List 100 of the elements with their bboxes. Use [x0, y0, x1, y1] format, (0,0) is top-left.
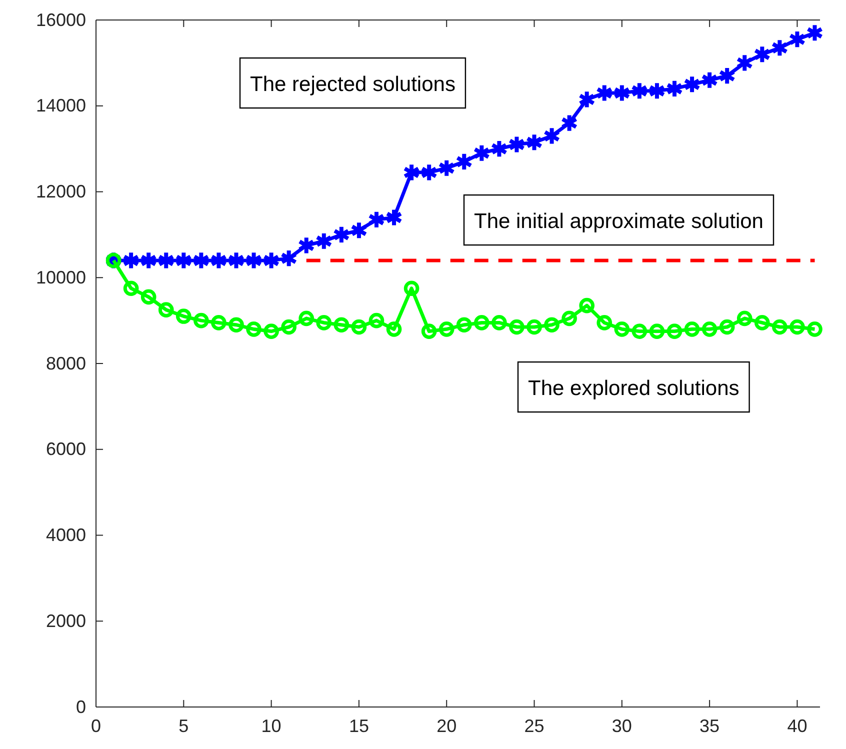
y-tick-label: 6000 — [46, 439, 86, 460]
annotation: The rejected solutions — [250, 73, 456, 96]
point — [490, 139, 508, 159]
point — [122, 250, 140, 270]
point — [596, 83, 614, 103]
point — [140, 289, 156, 305]
point — [613, 83, 631, 103]
point — [176, 308, 192, 324]
x-tick-label: 10 — [261, 716, 282, 736]
point — [210, 250, 228, 270]
point — [246, 321, 262, 337]
point — [770, 38, 788, 58]
point — [211, 315, 226, 330]
point — [807, 321, 822, 337]
y-tick-label: 12000 — [36, 182, 86, 202]
point — [228, 250, 245, 270]
point — [579, 298, 595, 314]
point — [264, 324, 279, 339]
point — [456, 317, 472, 333]
point — [788, 30, 806, 50]
point — [508, 134, 526, 154]
y-tick-label: 10000 — [36, 267, 86, 288]
point — [385, 208, 403, 228]
point — [578, 90, 596, 110]
y-tick-label: 2000 — [46, 610, 86, 631]
point — [596, 315, 612, 330]
point — [281, 319, 296, 335]
x-tick-label: 25 — [524, 716, 544, 736]
point — [194, 312, 209, 328]
point — [298, 310, 314, 326]
point — [614, 321, 630, 337]
point — [420, 162, 438, 182]
x-tick-label: 0 — [90, 716, 102, 736]
point — [438, 158, 456, 178]
point — [719, 319, 735, 335]
x-tick-label: 20 — [436, 716, 457, 736]
point — [806, 23, 824, 43]
x-tick-label: 35 — [700, 716, 720, 736]
point — [140, 250, 158, 270]
point — [562, 310, 577, 326]
point — [472, 143, 490, 163]
point — [402, 162, 420, 182]
point — [404, 280, 420, 296]
point — [192, 250, 210, 270]
point — [438, 321, 454, 337]
point — [421, 324, 437, 339]
point — [368, 210, 386, 230]
y-tick-label: 0 — [76, 696, 86, 717]
point — [544, 317, 560, 333]
point — [700, 70, 718, 90]
point — [509, 319, 524, 335]
point — [526, 132, 543, 152]
point — [683, 74, 701, 94]
point — [702, 321, 718, 337]
point — [753, 44, 771, 64]
point — [316, 315, 332, 330]
x-tick-label: 40 — [787, 716, 808, 736]
point — [492, 315, 507, 330]
point — [334, 317, 350, 333]
x-tick-label: 30 — [612, 716, 632, 736]
annotation: The explored solutions — [528, 377, 740, 400]
point — [123, 280, 139, 296]
point — [736, 53, 754, 73]
annotation: The initial approximate solution — [474, 210, 764, 233]
point — [368, 312, 384, 328]
point — [790, 319, 805, 335]
point — [158, 302, 174, 318]
point — [630, 81, 648, 101]
point — [754, 315, 770, 330]
point — [280, 248, 298, 268]
point — [474, 315, 490, 330]
point — [332, 224, 350, 244]
point — [718, 66, 736, 86]
y-tick-label: 8000 — [46, 353, 86, 374]
point — [632, 324, 648, 339]
point — [315, 231, 333, 251]
x-tick-label: 5 — [178, 716, 189, 736]
point — [262, 250, 280, 270]
y-tick-label: 14000 — [36, 96, 86, 116]
point — [351, 319, 367, 335]
point — [228, 317, 244, 333]
y-tick-label: 4000 — [46, 525, 86, 546]
point — [648, 81, 666, 101]
point — [543, 126, 561, 146]
point — [526, 319, 542, 335]
x-tick-label: 15 — [348, 716, 369, 736]
point — [666, 324, 682, 339]
point — [736, 310, 752, 326]
point — [649, 324, 665, 339]
point — [684, 321, 700, 337]
y-tick-label: 16000 — [36, 10, 86, 30]
point — [174, 250, 192, 270]
point — [560, 113, 578, 133]
point — [245, 250, 262, 270]
point — [157, 250, 175, 270]
point — [455, 152, 473, 172]
point — [386, 321, 402, 337]
point — [772, 319, 788, 335]
point — [298, 236, 316, 256]
point — [350, 220, 368, 240]
